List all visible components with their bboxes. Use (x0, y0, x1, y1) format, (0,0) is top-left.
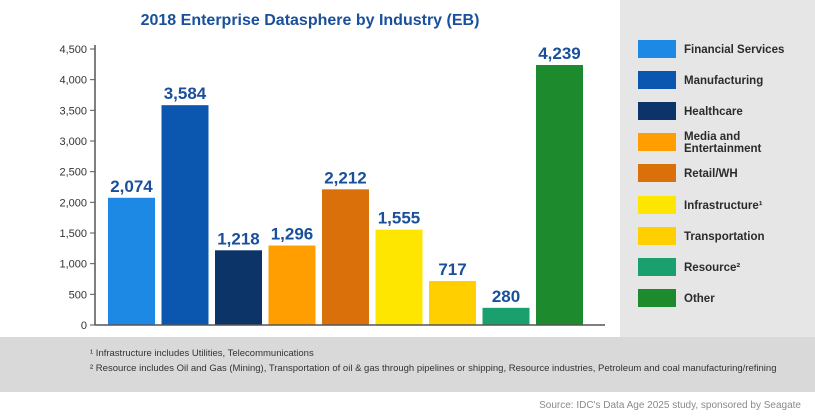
legend-label: Financial Services (684, 44, 785, 56)
y-tick-label: 500 (69, 289, 87, 301)
legend-item: Infrastructure¹ (638, 193, 813, 219)
y-tick-label: 2,500 (59, 167, 87, 179)
y-tick-label: 3,500 (59, 105, 87, 117)
bar-value-label: 2,212 (324, 168, 367, 187)
legend-item: Financial Services (638, 37, 813, 63)
bar-value-label: 1,296 (271, 225, 314, 244)
bar-value-label: 4,239 (538, 44, 581, 63)
legend-label: Media and Entertainment (684, 131, 762, 155)
legend-label: Infrastructure¹ (684, 200, 763, 212)
y-tick-label: 4,500 (59, 44, 87, 56)
legend-item: Resource² (638, 255, 813, 281)
bar-7 (482, 307, 530, 325)
chart-area: 2018 Enterprise Datasphere by Industry (… (59, 12, 605, 332)
legend-swatch (638, 102, 676, 120)
legend-swatch (638, 40, 676, 58)
footnote-resource: ² Resource includes Oil and Gas (Mining)… (90, 363, 777, 374)
bar-value-label: 1,555 (378, 209, 421, 228)
legend-label: Retail/WH (684, 168, 738, 180)
legend-swatch (638, 71, 676, 89)
legend-swatch (638, 196, 676, 214)
legend-item: Manufacturing (638, 68, 813, 94)
chart-title: 2018 Enterprise Datasphere by Industry (… (140, 12, 480, 29)
legend-swatch (638, 133, 676, 151)
footnote-infrastructure: ¹ Infrastructure includes Utilities, Tel… (90, 348, 314, 359)
bar-1 (161, 105, 209, 325)
bar-value-label: 717 (438, 260, 466, 279)
legend-item: Healthcare (638, 99, 813, 125)
bar-5 (375, 229, 423, 325)
bar-value-label: 280 (492, 287, 520, 306)
bar-2 (215, 250, 262, 325)
y-tick-label: 0 (81, 320, 87, 332)
source-note: Source: IDC's Data Age 2025 study, spons… (539, 400, 801, 411)
y-tick-label: 1,000 (59, 259, 87, 271)
legend-label: Healthcare (684, 106, 743, 118)
legend-item: Other (638, 286, 813, 312)
bar-chart: 0 500 1,000 1,500 2,000 2,500 3,000 3,500 4,000 4… (59, 44, 605, 332)
bar-8 (536, 65, 583, 326)
legend-label: Manufacturing (684, 75, 764, 87)
y-tick-label: 2,000 (59, 197, 87, 209)
y-tick-label: 1,500 (59, 228, 87, 240)
y-tick-label: 4,000 (59, 75, 87, 87)
legend-label: Transportation (684, 231, 765, 243)
footnotes: ¹ Infrastructure includes Utilities, Tel… (0, 337, 815, 392)
y-tick-label: 3,000 (59, 136, 87, 148)
legend-swatch (638, 258, 676, 276)
bar-0 (108, 197, 155, 325)
legend-swatch (638, 227, 676, 245)
legend-swatch (638, 164, 676, 182)
bar-value-label: 2,074 (110, 177, 153, 196)
bar-4 (322, 189, 369, 325)
legend-item: Transportation (638, 224, 813, 250)
bar-value-label: 3,584 (164, 84, 207, 103)
bar-6 (429, 281, 476, 325)
legend-label: Resource² (684, 262, 741, 274)
legend-item: Retail/WH (638, 161, 813, 187)
legend-label: Other (684, 293, 715, 305)
legend-item: Media and Entertainment (638, 130, 813, 156)
bar-value-label: 1,218 (217, 229, 260, 248)
legend: Financial Services Manufacturing Healthcar… (620, 0, 815, 337)
legend-swatch (638, 289, 676, 307)
bar-3 (268, 245, 316, 325)
